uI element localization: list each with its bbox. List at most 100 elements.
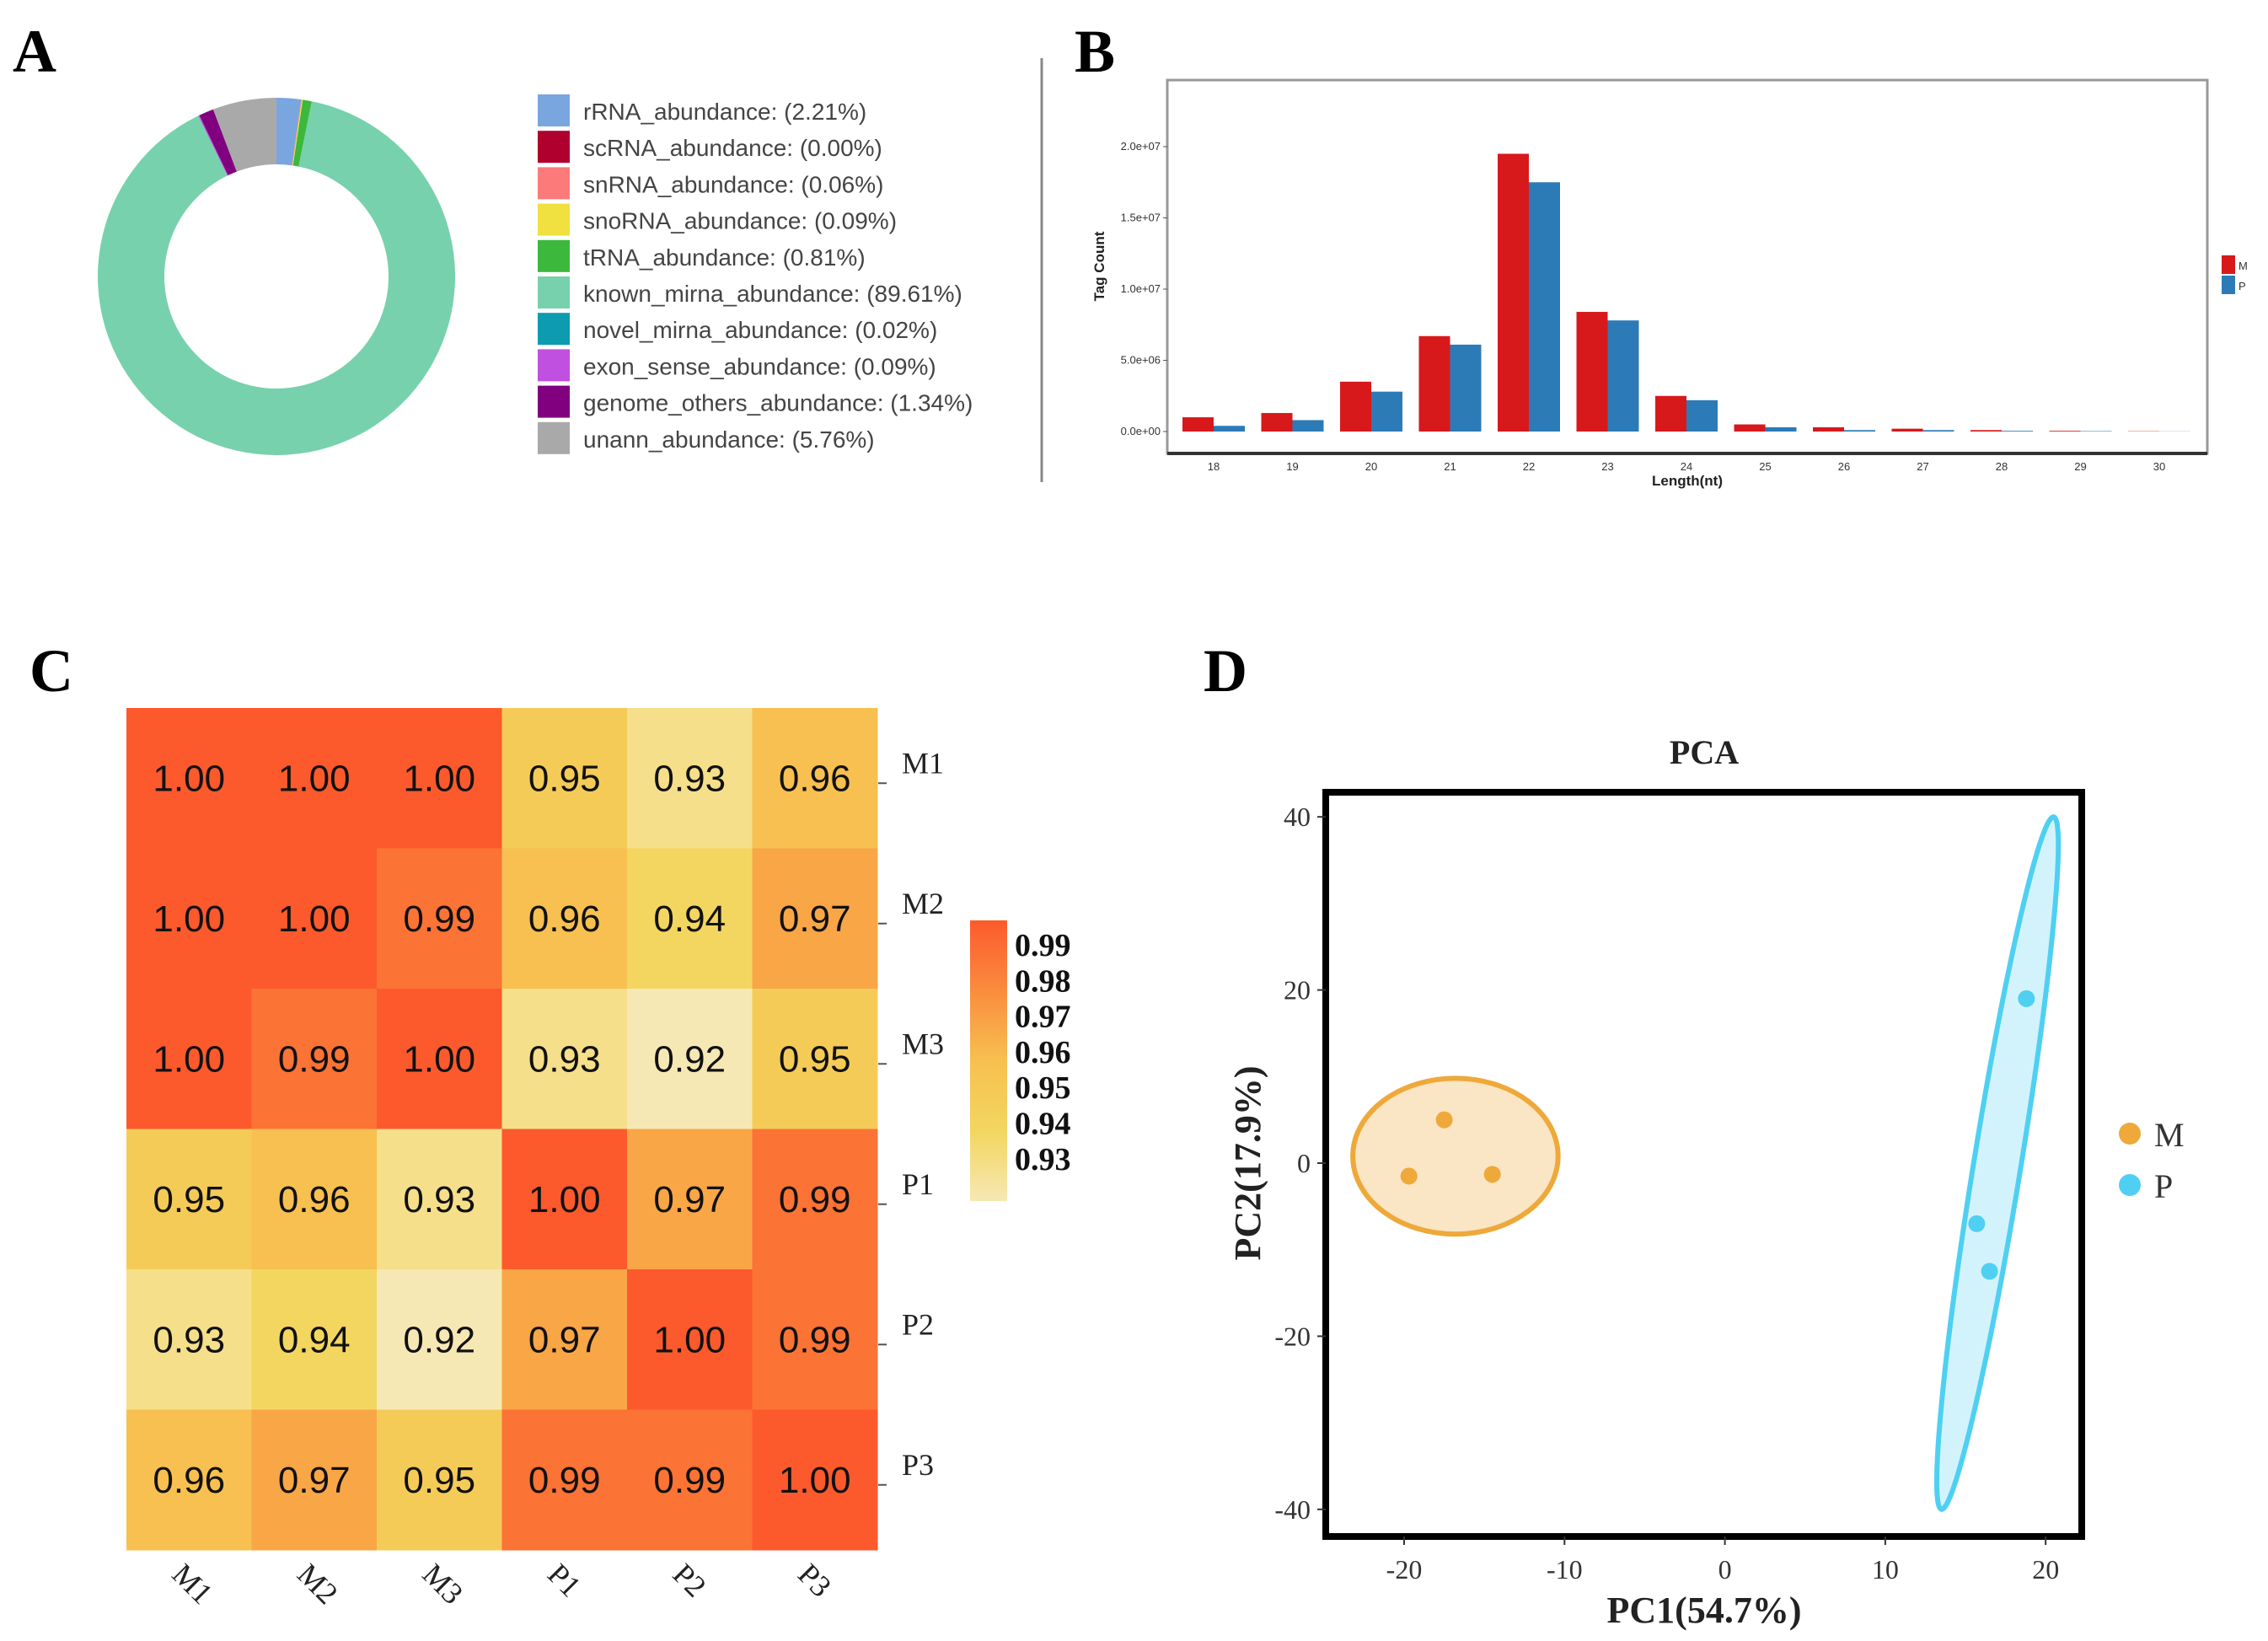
heatmap-cell <box>126 989 252 1129</box>
column-label: P2 <box>667 1557 713 1603</box>
x-tick-label: 28 <box>1996 460 2008 473</box>
bar-M <box>1970 430 2002 432</box>
bar-P <box>2080 431 2112 432</box>
legend-swatch <box>538 94 570 126</box>
heatmap-cell <box>627 1269 753 1410</box>
legend-swatch <box>538 203 570 236</box>
donut-slice <box>198 115 228 176</box>
point-P <box>1981 1263 1998 1280</box>
cell-label: 1.00 <box>528 1179 601 1220</box>
legend-label: genome_others_abundance: (1.34%) <box>583 390 973 416</box>
donut-slice <box>292 99 303 166</box>
y-tick-label: 0 <box>1297 1148 1311 1178</box>
legend-swatch <box>538 167 570 200</box>
legend-label: novel_mirna_abundance: (0.02%) <box>583 317 937 343</box>
cell-label: 0.99 <box>528 1460 601 1501</box>
cell-label: 0.97 <box>779 898 851 940</box>
cell-label: 0.99 <box>653 1460 726 1501</box>
heatmap-cell <box>126 1129 252 1270</box>
panel-label-d: D <box>1204 637 1247 705</box>
cell-label: 0.97 <box>278 1460 351 1501</box>
heatmap-cell <box>377 1129 502 1270</box>
legend-label: rRNA_abundance: (2.21%) <box>583 99 866 125</box>
x-axis-title: Length(nt) <box>1652 473 1723 489</box>
bar-M <box>1340 381 1371 432</box>
cell-label: 0.92 <box>653 1038 726 1080</box>
y-axis-title: PC2(17.9%) <box>1227 1066 1268 1261</box>
donut-slice <box>276 98 302 166</box>
cell-label: 1.00 <box>779 1460 851 1501</box>
point-P <box>2018 989 2035 1007</box>
heatmap-cell <box>752 1129 878 1270</box>
legend-label: tRNA_abundance: (0.81%) <box>583 244 866 271</box>
bar-P <box>1922 430 1954 432</box>
heatmap-cell <box>126 708 252 849</box>
cell-label: 0.99 <box>779 1319 851 1360</box>
x-tick-label: 10 <box>1872 1554 1899 1585</box>
heatmap-cell <box>501 848 628 989</box>
point-M <box>1400 1167 1418 1185</box>
bar-M <box>2049 431 2081 432</box>
heatmap-cell <box>377 1269 502 1410</box>
bar-P <box>1844 430 1875 432</box>
legend-label: snoRNA_abundance: (0.09%) <box>583 208 897 234</box>
y-tick-label: 40 <box>1284 802 1311 832</box>
bar-P <box>1214 426 1245 432</box>
legend-label: M <box>2239 260 2248 272</box>
bar-M <box>1498 153 1529 432</box>
colorbar-tick-label: 0.98 <box>1015 963 1071 999</box>
bar-P <box>1292 420 1324 432</box>
cell-label: 0.93 <box>403 1179 475 1220</box>
cell-label: 0.96 <box>153 1460 225 1501</box>
legend-swatch <box>2222 276 2235 294</box>
y-tick-label: 20 <box>1284 975 1311 1006</box>
bar-P <box>1371 391 1402 432</box>
heatmap-cell <box>251 1409 378 1551</box>
colorbar <box>970 920 1007 1201</box>
cell-label: 1.00 <box>153 758 225 799</box>
heatmap-cell <box>501 989 628 1129</box>
y-tick-label: 5.0e+06 <box>1121 354 1161 367</box>
legend-marker <box>2119 1123 2141 1145</box>
plot-frame <box>1322 789 2085 1540</box>
heatmap-cell <box>126 1269 252 1410</box>
heatmap-cell <box>752 989 878 1129</box>
cell-label: 1.00 <box>403 758 475 799</box>
row-label: M3 <box>902 1027 944 1060</box>
heatmap-cell <box>501 1129 628 1270</box>
y-axis-title: Tag Count <box>1091 231 1107 301</box>
row-label: P3 <box>902 1448 934 1482</box>
cell-label: 0.96 <box>278 1179 351 1220</box>
column-label: P1 <box>541 1557 587 1603</box>
legend-swatch <box>538 239 570 272</box>
legend-swatch <box>538 313 570 346</box>
x-tick-label: 27 <box>1917 460 1928 473</box>
row-label: M2 <box>902 887 944 920</box>
x-tick-label: 23 <box>1601 460 1613 473</box>
x-tick-label: 20 <box>2032 1554 2059 1585</box>
cell-label: 0.94 <box>653 898 726 940</box>
bar-M <box>1576 312 1608 432</box>
bar-M <box>1418 335 1450 432</box>
pca-scatter: PCA MP -20 -10 0 10 20 40 20 0 -20 -40 PC1(54.7%) PC2… <box>1227 733 2185 1631</box>
bar-P <box>1686 400 1718 432</box>
cell-label: 0.95 <box>779 1038 851 1080</box>
legend-swatch <box>538 385 570 418</box>
heatmap-cell <box>377 1409 502 1551</box>
donut-slice <box>292 99 312 167</box>
x-tick-label: 26 <box>1838 460 1850 473</box>
heatmap-cell <box>752 1409 878 1551</box>
y-tick-label: 1.0e+07 <box>1121 282 1161 295</box>
x-tick-label: 20 <box>1365 460 1377 473</box>
legend-swatch <box>538 131 570 164</box>
heatmap-cell <box>752 708 878 849</box>
cell-label: 1.00 <box>153 898 225 940</box>
plot-frame <box>1166 78 2209 455</box>
column-label: M1 <box>166 1557 220 1611</box>
x-tick-label: 21 <box>1444 460 1456 473</box>
bar-P <box>1529 182 1560 432</box>
column-label: P3 <box>791 1557 838 1603</box>
cell-label: 1.00 <box>278 758 351 799</box>
heatmap-cell <box>377 989 502 1129</box>
bar-M <box>1261 413 1293 432</box>
